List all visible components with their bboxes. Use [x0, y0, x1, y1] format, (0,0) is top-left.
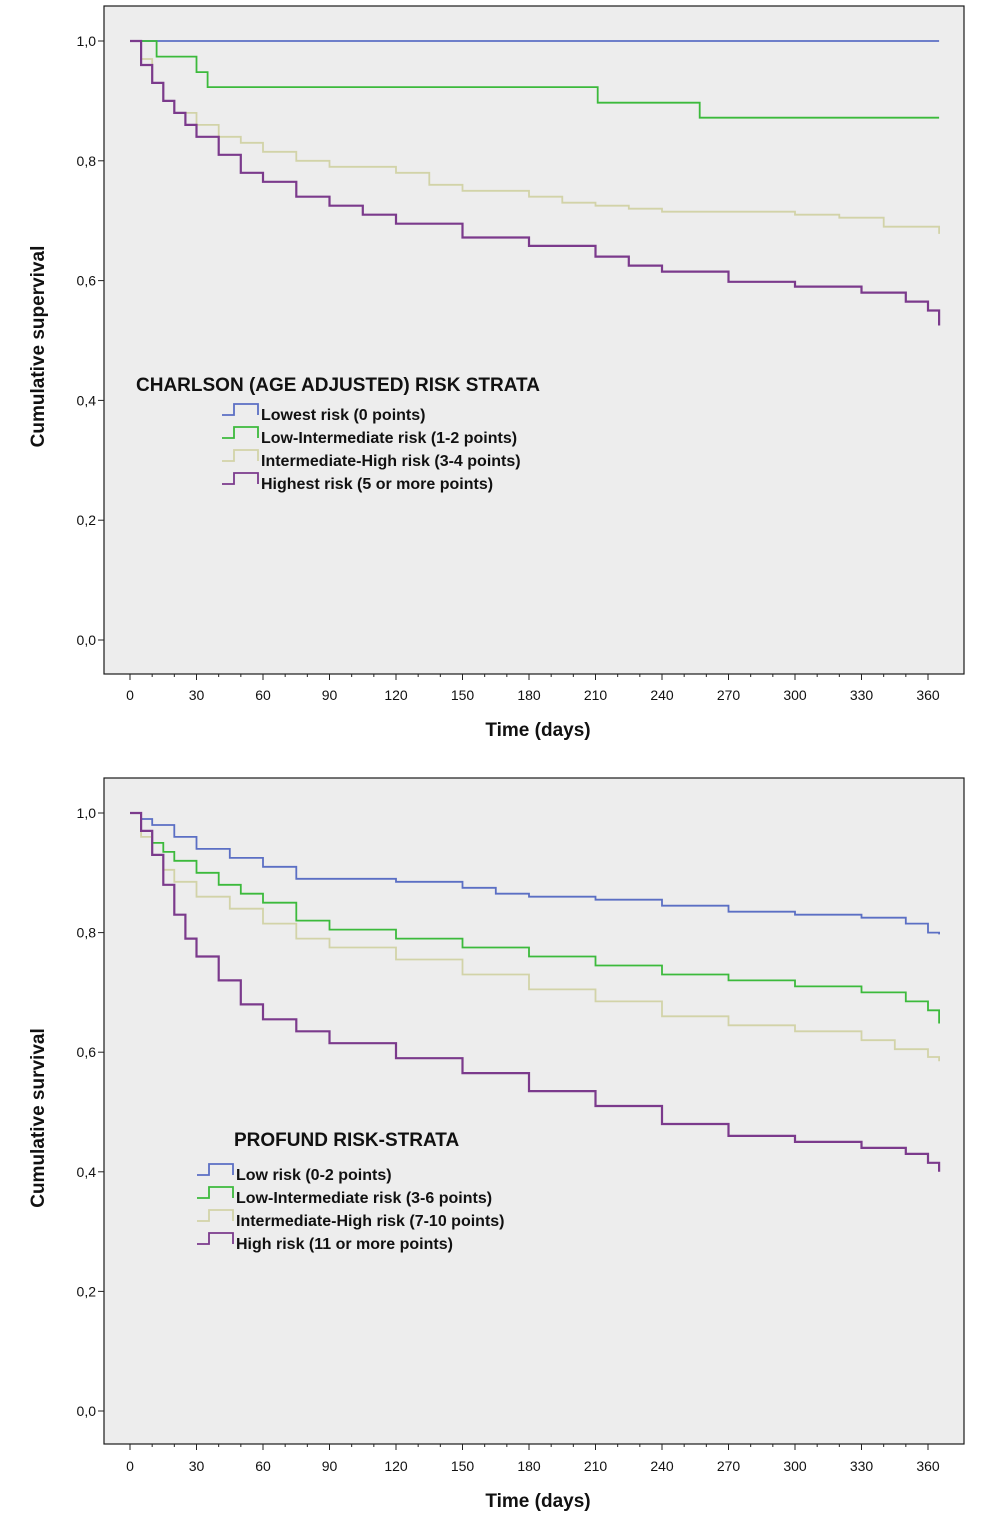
- y-axis-title: Cumulative survival: [28, 1028, 49, 1208]
- series-line-4: [130, 811, 941, 1172]
- x-tick-label: 0: [126, 1458, 134, 1474]
- y-tick-label: 0,2: [77, 512, 97, 528]
- x-tick-label: 0: [126, 687, 134, 703]
- legend-title: CHARLSON (AGE ADJUSTED) RISK STRATA: [136, 375, 540, 396]
- y-tick-label: 0,6: [77, 273, 97, 289]
- x-tick-label: 150: [451, 1458, 475, 1474]
- x-tick-label: 120: [384, 687, 408, 703]
- x-tick-label: 330: [850, 687, 874, 703]
- x-tick-label: 180: [517, 687, 541, 703]
- legend-label-1: Lowest risk (0 points): [261, 407, 425, 424]
- y-tick-label: 0,8: [77, 153, 97, 169]
- legend-label-4: High risk (11 or more points): [236, 1236, 453, 1253]
- x-tick-label: 300: [783, 687, 807, 703]
- chart-profund: 0,0 0,2 0,4 0,6 0,8 1,0 0 30 60 90 120 150 180 210 240…: [28, 777, 965, 1512]
- series-line-2: [130, 40, 940, 119]
- legend-symbol-1: [197, 1163, 234, 1176]
- legend-title: PROFUND RISK-STRATA: [234, 1130, 459, 1151]
- x-tick-label: 120: [384, 1458, 408, 1474]
- y-tick-label: 0,8: [77, 925, 97, 941]
- legend-label-4: Highest risk (5 or more points): [261, 476, 493, 493]
- series-line-1: [130, 812, 940, 935]
- x-tick-label: 30: [189, 1458, 205, 1474]
- x-tick-label: 150: [451, 687, 475, 703]
- x-tick-label: 210: [584, 1458, 608, 1474]
- legend-symbol-4: [222, 472, 259, 485]
- legend-symbol-2: [222, 426, 259, 439]
- plot-area: [103, 777, 965, 1445]
- legend-label-3: Intermediate-High risk (3-4 points): [261, 453, 521, 470]
- x-tick-label: 360: [916, 687, 940, 703]
- series-line-4: [130, 39, 941, 326]
- legend-label-3: Intermediate-High risk (7-10 points): [236, 1213, 505, 1230]
- legend-symbol-2: [197, 1186, 234, 1199]
- x-tick-label: 270: [717, 687, 741, 703]
- y-tick-label: 0,0: [77, 632, 97, 648]
- x-tick-label: 60: [255, 1458, 271, 1474]
- x-axis-title: Time (days): [485, 1491, 590, 1512]
- x-tick-label: 300: [783, 1458, 807, 1474]
- x-tick-label: 270: [717, 1458, 741, 1474]
- y-tick-label: 0,0: [77, 1403, 97, 1419]
- series-line-3: [130, 812, 940, 1062]
- y-tick-label: 0,2: [77, 1283, 97, 1299]
- x-tick-label: 210: [584, 687, 608, 703]
- x-tick-label: 60: [255, 687, 271, 703]
- legend-symbol-1: [222, 403, 259, 416]
- legend-symbol-4: [197, 1232, 234, 1245]
- x-tick-label: 30: [189, 687, 205, 703]
- y-tick-label: 0,6: [77, 1044, 97, 1060]
- y-tick-label: 0,4: [77, 392, 97, 408]
- chart-charlson: 0,0 0,2 0,4 0,6 0,8 1,0 0 30 60 90 120 150 180 210 240…: [28, 5, 965, 741]
- y-tick-label: 1,0: [77, 33, 97, 49]
- x-tick-label: 360: [916, 1458, 940, 1474]
- x-tick-label: 90: [322, 1458, 338, 1474]
- legend-symbol-3: [222, 449, 259, 462]
- plot-area: [103, 5, 965, 675]
- x-tick-label: 180: [517, 1458, 541, 1474]
- x-axis-title: Time (days): [485, 720, 590, 741]
- x-tick-label: 240: [650, 687, 674, 703]
- x-tick-label: 90: [322, 687, 338, 703]
- x-tick-label: 240: [650, 1458, 674, 1474]
- series-line-2: [130, 812, 940, 1024]
- x-tick-label: 330: [850, 1458, 874, 1474]
- y-tick-label: 0,4: [77, 1164, 97, 1180]
- y-axis-title: Cumulative supervival: [28, 246, 49, 448]
- legend-label-2: Low-Intermediate risk (1-2 points): [261, 430, 517, 447]
- y-tick-label: 1,0: [77, 805, 97, 821]
- legend-label-2: Low-Intermediate risk (3-6 points): [236, 1190, 492, 1207]
- legend-label-1: Low risk (0-2 points): [236, 1167, 392, 1184]
- legend-symbol-3: [197, 1209, 234, 1222]
